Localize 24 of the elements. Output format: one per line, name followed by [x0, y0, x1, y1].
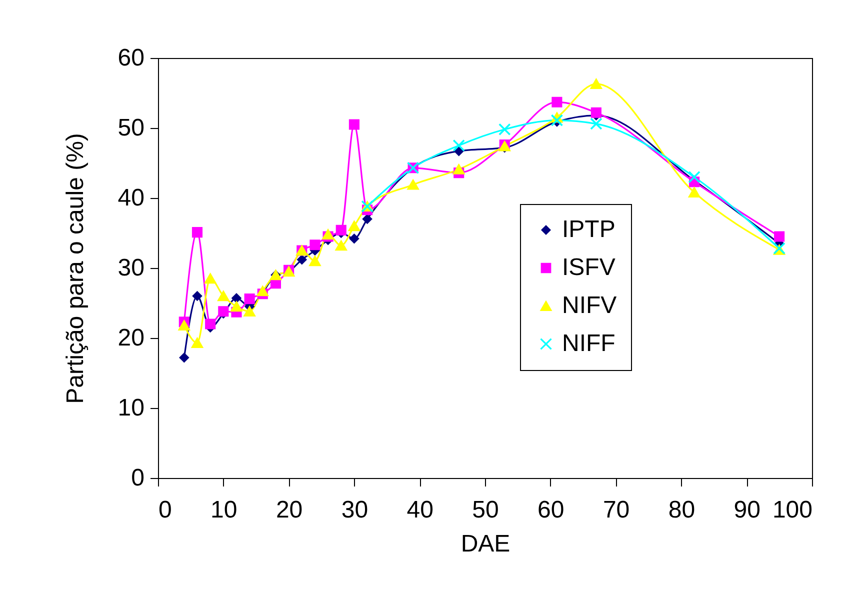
x-tick-label: 70	[602, 496, 630, 524]
y-tick-label: 20	[118, 324, 144, 352]
x-tick-label: 90	[734, 496, 760, 524]
y-tick-label: 10	[118, 394, 144, 422]
y-tick-label: 50	[118, 114, 144, 142]
x-tick-label: 60	[538, 496, 564, 524]
x-tick-label: 30	[341, 496, 368, 524]
x-axis-title: DAE	[460, 530, 510, 558]
y-axis-title: Partição para o caule (%)	[62, 133, 89, 404]
x-tick-label: 50	[472, 496, 499, 524]
x-tick-label: 80	[668, 496, 696, 524]
y-tick-label: 60	[118, 44, 144, 72]
x-tick-label: 40	[406, 496, 434, 524]
legend-label: NIFF	[562, 330, 616, 357]
y-tick-label: 40	[118, 184, 144, 212]
x-tick-label: 100	[772, 496, 812, 524]
legend-label: ISFV	[562, 254, 616, 281]
legend-label: NIFV	[562, 292, 617, 319]
y-tick-label: 0	[131, 464, 144, 492]
y-tick-label: 30	[118, 254, 144, 282]
x-tick-label: 0	[158, 496, 172, 524]
x-tick-label: 10	[210, 496, 238, 524]
legend-label: IPTP	[562, 216, 616, 243]
x-tick-label: 20	[276, 496, 303, 524]
